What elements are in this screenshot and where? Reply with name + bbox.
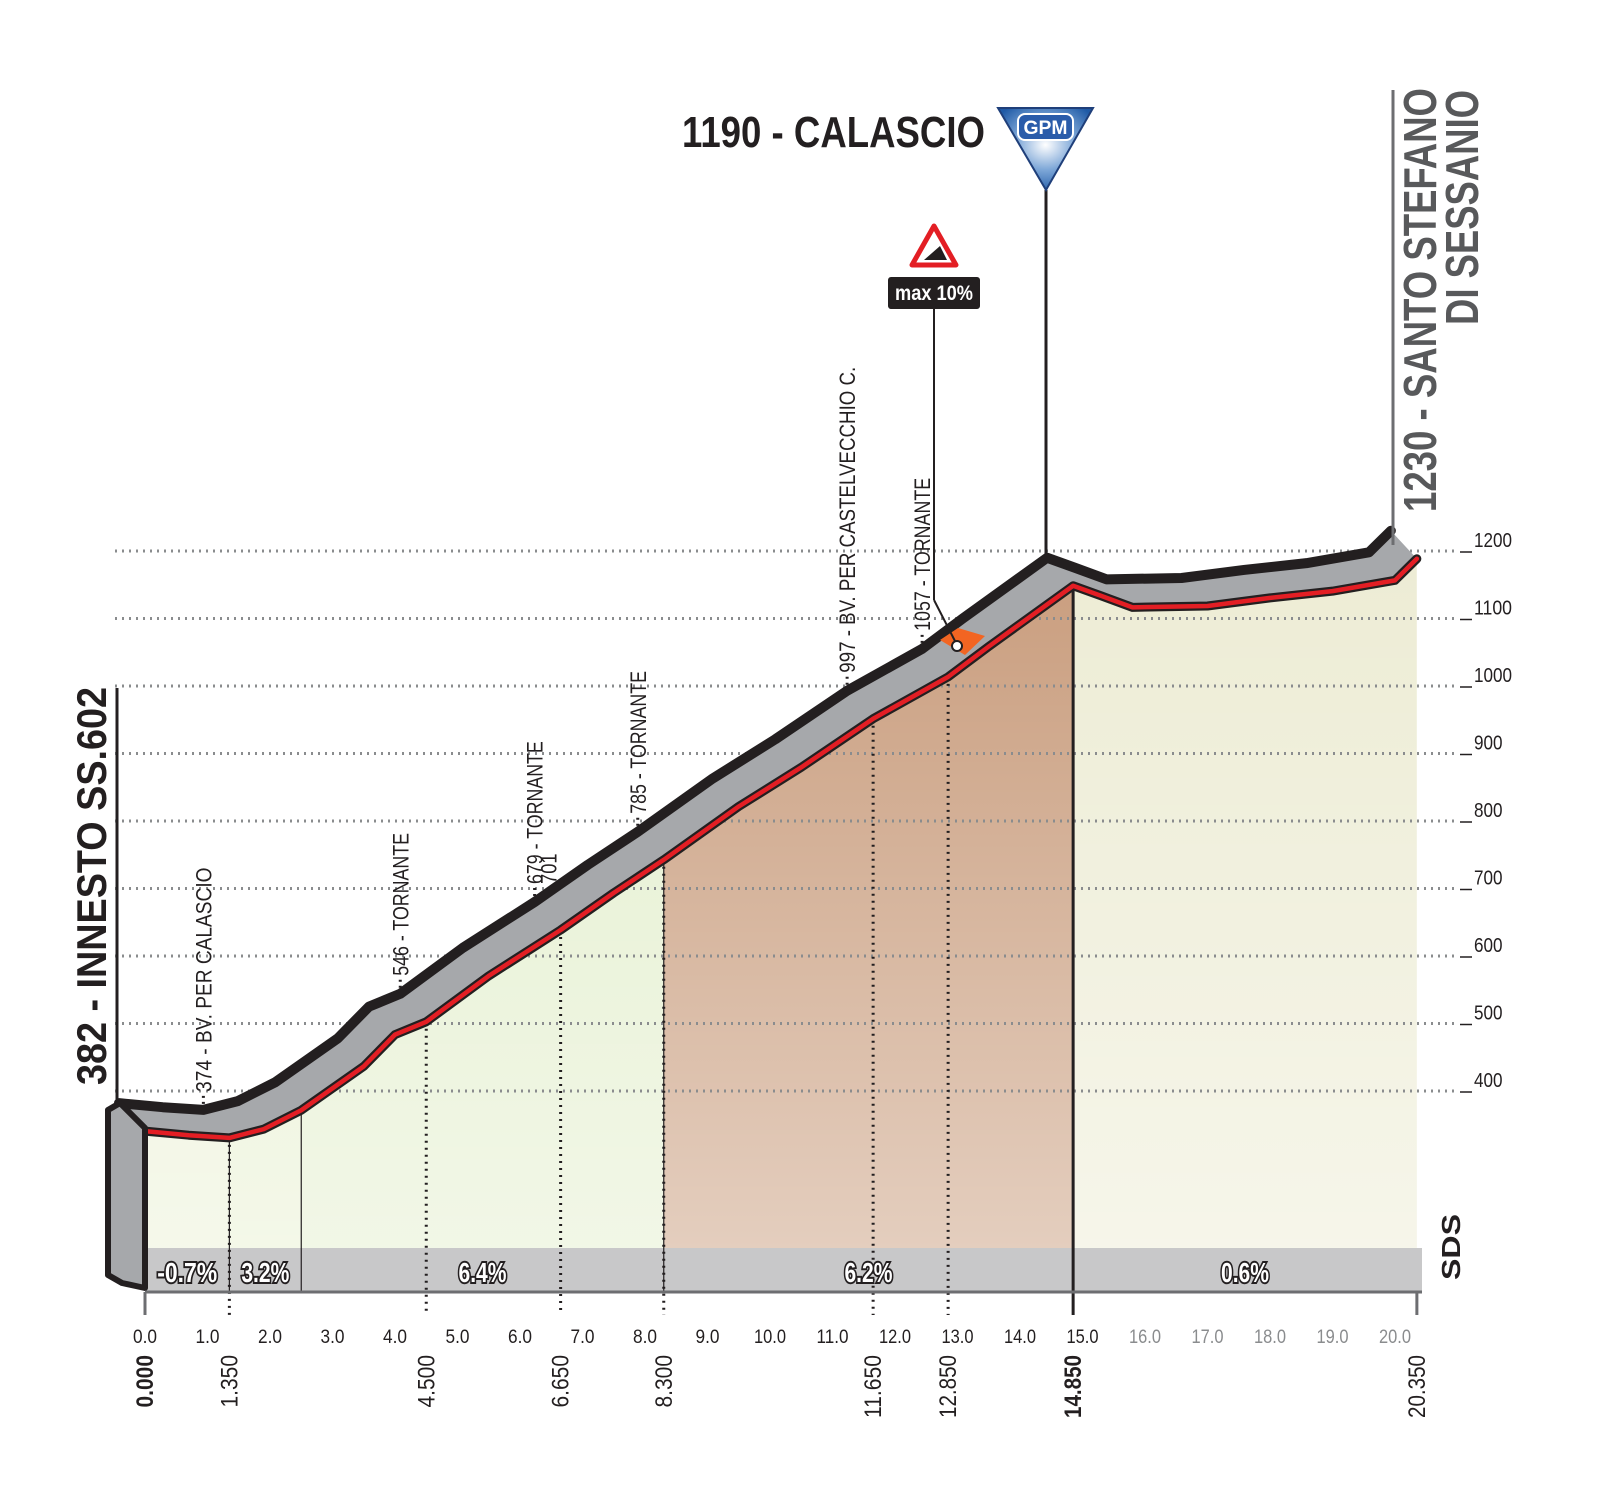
y-tick-label: 900 xyxy=(1474,733,1503,755)
road xyxy=(114,525,1422,1143)
y-tick-label: 1000 xyxy=(1474,665,1512,687)
fill-sheen xyxy=(145,558,1417,1250)
max-gradient-box xyxy=(888,277,980,309)
gradient-label: -0.7% xyxy=(157,1257,217,1288)
x-tick-label: 10.0 xyxy=(754,1327,786,1348)
annotation: 679 - TORNANTE xyxy=(523,741,548,884)
annotation: 785 - TORNANTE xyxy=(626,671,651,814)
x-tick-label: 19.0 xyxy=(1317,1327,1349,1348)
x-tick-label: 16.0 xyxy=(1129,1327,1161,1348)
x-tick-label: 2.0 xyxy=(258,1327,282,1348)
x-tick-label: 15.0 xyxy=(1067,1327,1099,1348)
x-tick-label: 12.0 xyxy=(879,1327,911,1348)
waypoint-label: 12.850 xyxy=(935,1355,962,1418)
gradient-band xyxy=(145,1248,1422,1292)
x-tick-label: 20.0 xyxy=(1379,1327,1411,1348)
gradient-label: 0.6% xyxy=(1221,1257,1269,1288)
y-tick-label: 400 xyxy=(1474,1070,1503,1092)
max-gradient-icon xyxy=(924,246,947,260)
annotation: 374 - BV. PER CALASCIO xyxy=(191,868,216,1092)
start-face xyxy=(105,1100,148,1291)
waypoint-label: 8.300 xyxy=(651,1355,678,1408)
max-gradient-text: max 10% xyxy=(895,282,973,305)
waypoint-label: 11.650 xyxy=(860,1355,887,1418)
annotation: 546 - TORNANTE xyxy=(388,833,413,976)
x-tick-label: 9.0 xyxy=(696,1327,720,1348)
waypoint-label: 1.350 xyxy=(216,1355,243,1408)
gradient-label: 6.4% xyxy=(459,1257,507,1288)
max-gradient-icon xyxy=(909,223,959,268)
logo: SDS xyxy=(1436,1214,1466,1280)
gpm-text: GPM xyxy=(1024,118,1068,139)
y-tick-label: 500 xyxy=(1474,1003,1503,1025)
waypoint-label: 6.650 xyxy=(548,1355,575,1408)
gradient-label: 3.2% xyxy=(241,1257,289,1288)
x-tick-label: 8.0 xyxy=(633,1327,657,1348)
finish-label: DI SESSANIO xyxy=(1436,90,1488,325)
x-tick-label: 5.0 xyxy=(446,1327,470,1348)
road-surface xyxy=(119,530,1417,1138)
annotation: 701 xyxy=(537,853,562,884)
max-gradient-pointer xyxy=(933,599,958,646)
summit-label: 1190 - CALASCIO xyxy=(682,108,985,157)
waypoint-label: 0.000 xyxy=(132,1355,159,1408)
max-gradient-point xyxy=(951,640,963,652)
labels: -0.7% 3.2% 6.4% 6.2% 0.6% 0.000 1.350 4.500 6.65… xyxy=(132,367,1431,1418)
finish-label: 1230 - SANTO STEFANO xyxy=(1394,88,1446,512)
x-tick-label: 6.0 xyxy=(508,1327,532,1348)
gpm-badge xyxy=(1017,113,1074,141)
gradient-label: 6.2% xyxy=(844,1257,892,1288)
x-tick-label: 0.0 xyxy=(133,1327,157,1348)
waypoint-label: 20.350 xyxy=(1404,1355,1431,1418)
waypoint-label: 4.500 xyxy=(413,1355,440,1408)
x-tick-label: 17.0 xyxy=(1192,1327,1224,1348)
x-tick-label: 14.0 xyxy=(1004,1327,1036,1348)
y-tick-label: 1100 xyxy=(1474,598,1512,620)
grid: 400 500 600 700 800 900 1000 1100 1200 xyxy=(115,530,1512,1093)
y-tick-label: 600 xyxy=(1474,935,1503,957)
waypoint-label: 14.850 xyxy=(1060,1355,1087,1418)
start-label: 382 - INNESTO SS.602 xyxy=(68,687,115,1085)
annotation: 997 - BV. PER CASTELVECCHIO C. xyxy=(835,367,860,673)
profile-line xyxy=(142,556,1420,1141)
x-tick-label: 3.0 xyxy=(321,1327,345,1348)
x-tick-label: 11.0 xyxy=(817,1327,849,1348)
y-tick-label: 700 xyxy=(1474,868,1503,890)
x-tick-label: 13.0 xyxy=(942,1327,974,1348)
y-tick-label: 800 xyxy=(1474,800,1503,822)
profile-edge xyxy=(114,525,1396,1115)
x-tick-label: 7.0 xyxy=(571,1327,595,1348)
annotation: 1057 - TORNANTE xyxy=(910,478,935,631)
x-tick-label: 4.0 xyxy=(383,1327,407,1348)
y-tick-label: 1200 xyxy=(1474,530,1512,552)
x-tick-label: 1.0 xyxy=(196,1327,220,1348)
x-tick-label: 18.0 xyxy=(1254,1327,1286,1348)
waypoint-lines xyxy=(143,585,1419,1315)
